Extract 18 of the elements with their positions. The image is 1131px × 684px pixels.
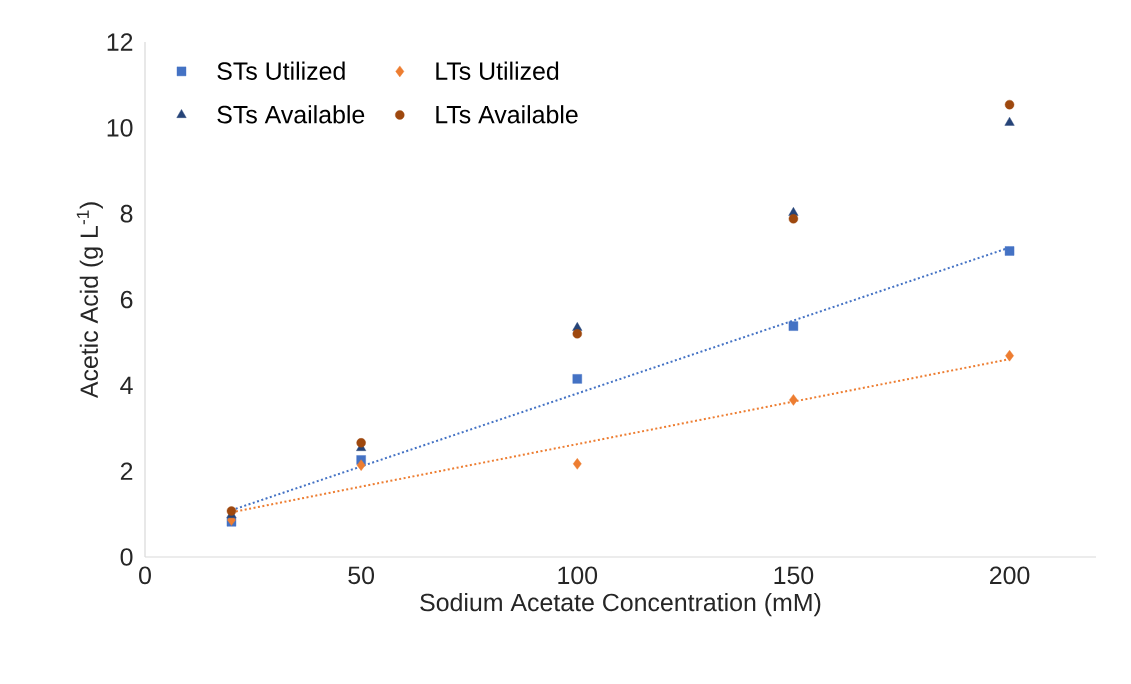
x-tick-label: 50 (348, 566, 375, 585)
legend-label: LTs Available (436, 105, 578, 124)
x-tick-label: 0 (139, 566, 151, 585)
y-tick-label: 12 (107, 33, 133, 51)
y-axis-title: Acetic Acid (g L$^{-1}$) (76, 202, 103, 399)
y-tick-label: 10 (107, 119, 133, 137)
legend-label: LTs Utilized (436, 61, 559, 80)
legend-label: STs Available (217, 105, 365, 124)
x-tick-label: 100 (558, 566, 598, 585)
legend-label: STs Utilized (217, 61, 345, 80)
x-tick-label: 150 (774, 566, 814, 585)
y-tick-label: 8 (120, 204, 133, 223)
y-tick-label: 4 (120, 376, 133, 394)
y-tick-label: 0 (120, 548, 133, 566)
y-tick-label: 6 (120, 290, 133, 309)
x-axis-title: Sodium Acetate Concentration (mM) (420, 592, 821, 617)
x-tick-label: 200 (990, 566, 1030, 585)
y-tick-label: 2 (120, 462, 133, 480)
